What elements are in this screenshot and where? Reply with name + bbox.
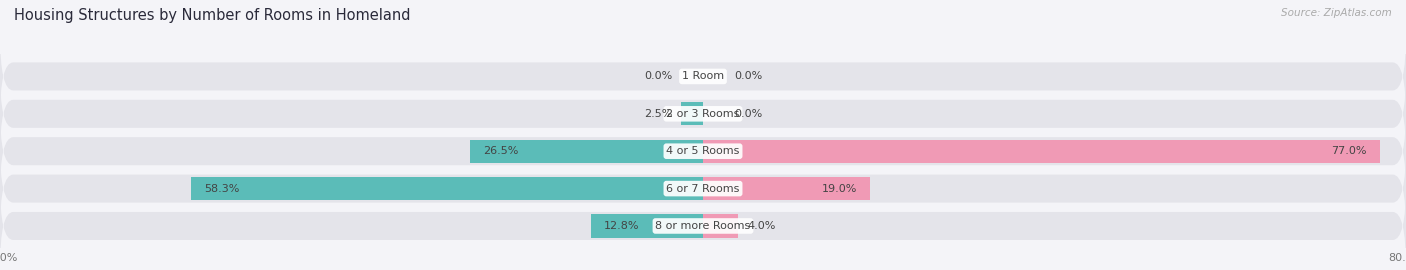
Text: 12.8%: 12.8% — [603, 221, 640, 231]
Text: 1 Room: 1 Room — [682, 72, 724, 82]
Bar — [681, 102, 703, 125]
Text: Source: ZipAtlas.com: Source: ZipAtlas.com — [1281, 8, 1392, 18]
Bar — [591, 214, 703, 238]
Bar — [470, 140, 703, 163]
Text: 0.0%: 0.0% — [644, 72, 672, 82]
Bar — [703, 177, 870, 200]
Text: 2.5%: 2.5% — [644, 109, 672, 119]
Text: 6 or 7 Rooms: 6 or 7 Rooms — [666, 184, 740, 194]
FancyBboxPatch shape — [0, 184, 1406, 268]
Text: Housing Structures by Number of Rooms in Homeland: Housing Structures by Number of Rooms in… — [14, 8, 411, 23]
Text: 19.0%: 19.0% — [821, 184, 856, 194]
Text: 4.0%: 4.0% — [747, 221, 775, 231]
FancyBboxPatch shape — [0, 34, 1406, 119]
Text: 2 or 3 Rooms: 2 or 3 Rooms — [666, 109, 740, 119]
FancyBboxPatch shape — [0, 109, 1406, 193]
Text: 4 or 5 Rooms: 4 or 5 Rooms — [666, 146, 740, 156]
Text: 58.3%: 58.3% — [204, 184, 239, 194]
Text: 26.5%: 26.5% — [484, 146, 519, 156]
Bar — [703, 140, 1379, 163]
Text: 0.0%: 0.0% — [734, 72, 762, 82]
FancyBboxPatch shape — [0, 72, 1406, 156]
Text: 77.0%: 77.0% — [1331, 146, 1367, 156]
Text: 8 or more Rooms: 8 or more Rooms — [655, 221, 751, 231]
Bar — [703, 214, 738, 238]
Text: 0.0%: 0.0% — [734, 109, 762, 119]
Bar — [191, 177, 703, 200]
FancyBboxPatch shape — [0, 147, 1406, 231]
